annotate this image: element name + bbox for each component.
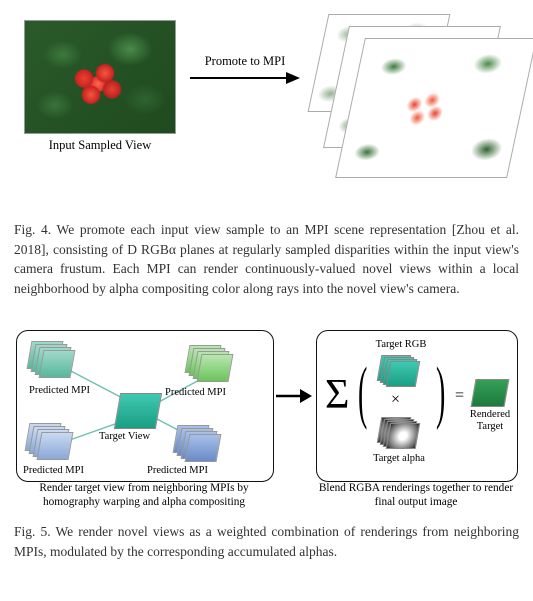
target-view-plane: [114, 393, 162, 429]
fig5-caption: Fig. 5. We render novel views as a weigh…: [12, 522, 521, 561]
fig5-canvas: Predicted MPI Predicted MPI Predicted MP…: [12, 326, 521, 514]
promote-arrow-wrap: Promote to MPI: [190, 54, 300, 90]
target-alpha-label: Target alpha: [367, 453, 431, 465]
target-rgb-stack: [379, 355, 417, 387]
fig5-left-caption: Render target view from neighboring MPIs…: [16, 482, 272, 509]
fig5-right-caption: Blend RGBA renderings together to render…: [316, 482, 516, 509]
input-photo-label: Input Sampled View: [24, 138, 176, 153]
target-alpha-stack: [379, 417, 417, 449]
promote-arrow-label: Promote to MPI: [190, 54, 300, 69]
fig4-caption: Fig. 4. We promote each input view sampl…: [12, 220, 521, 298]
target-rgb-label: Target RGB: [371, 339, 431, 351]
mpi-plane-front: [335, 38, 533, 178]
rendered-target-label: Rendered Target: [465, 409, 515, 432]
input-photo: [24, 20, 176, 134]
predicted-mpi-label-tr: Predicted MPI: [165, 387, 226, 398]
predicted-mpi-bl: [27, 423, 71, 461]
arrow-icon: [190, 71, 300, 85]
fig5-right-box: Σ ( ) Target RGB × Target alpha = Render…: [316, 330, 518, 482]
figure-5: Predicted MPI Predicted MPI Predicted MP…: [12, 326, 521, 561]
predicted-mpi-label-br: Predicted MPI: [147, 465, 208, 476]
mult-symbol: ×: [391, 391, 400, 409]
predicted-mpi-label-tl: Predicted MPI: [29, 385, 90, 396]
predicted-mpi-label-bl: Predicted MPI: [23, 465, 84, 476]
paren-right: ): [436, 353, 445, 433]
figure-4: Input Sampled View Promote to MPI Fig. 4…: [12, 12, 521, 298]
fig4-canvas: Input Sampled View Promote to MPI: [12, 12, 521, 212]
fig5-left-box: Predicted MPI Predicted MPI Predicted MP…: [16, 330, 274, 482]
paren-left: (: [358, 353, 367, 433]
rendered-target-plane: [471, 379, 510, 407]
predicted-mpi-tl: [29, 341, 73, 379]
mpi-plane-stack: [310, 8, 520, 208]
mid-arrow-icon: [276, 388, 312, 404]
sigma-symbol: Σ: [325, 371, 349, 419]
equals-symbol: =: [455, 387, 464, 405]
predicted-mpi-tr: [187, 345, 231, 383]
target-view-label: Target View: [99, 431, 150, 442]
flower-cluster: [63, 57, 133, 111]
predicted-mpi-br: [175, 425, 219, 463]
